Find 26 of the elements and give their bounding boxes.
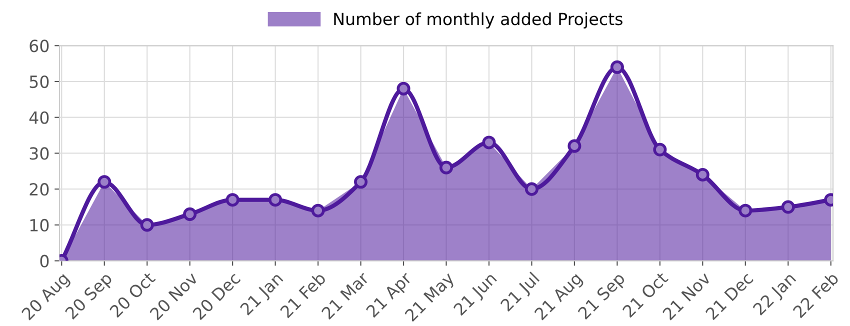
y-tick-label: 0 <box>40 254 49 268</box>
point <box>268 193 282 207</box>
point <box>311 204 325 218</box>
point <box>738 204 752 218</box>
point <box>183 207 197 221</box>
y-tick-label: 40 <box>29 111 49 124</box>
y-tick-label: 60 <box>30 40 49 52</box>
point <box>98 175 112 189</box>
point <box>524 182 538 196</box>
point <box>226 193 240 207</box>
point <box>781 200 795 214</box>
point <box>140 218 154 232</box>
legend-label: Number of monthly added Projects <box>334 12 622 28</box>
y-tick-label: 50 <box>30 75 49 88</box>
point <box>568 139 582 153</box>
point <box>653 142 667 156</box>
point <box>439 160 454 174</box>
point <box>396 82 410 96</box>
point <box>610 60 624 74</box>
y-tick-label: 30 <box>30 147 49 160</box>
point <box>696 168 710 182</box>
y-tick-label: 10 <box>30 218 49 232</box>
point <box>354 175 368 189</box>
x-tick-label: 21 Jun <box>452 272 500 318</box>
point <box>482 136 496 150</box>
y-tick-label: 20 <box>30 183 49 196</box>
